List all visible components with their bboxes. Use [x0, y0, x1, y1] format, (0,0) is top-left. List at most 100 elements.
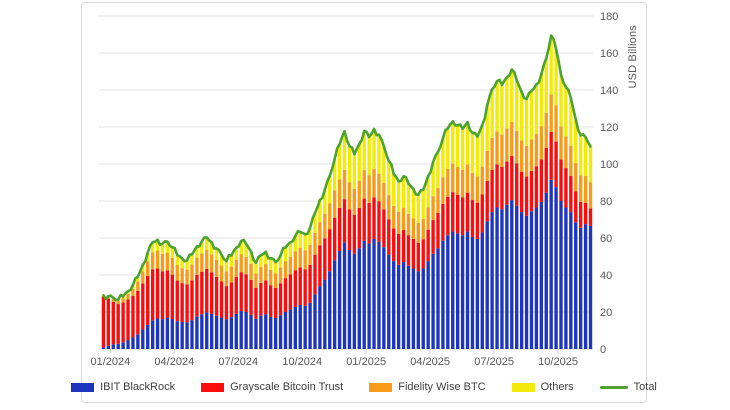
bar-segment — [441, 138, 445, 178]
bar-segment — [426, 261, 430, 350]
bar-segment — [283, 247, 288, 262]
bar-segment — [269, 285, 273, 317]
bar-segment — [352, 188, 357, 215]
bar-segment — [480, 124, 484, 167]
bar-segment — [126, 340, 130, 349]
bar-segment — [106, 345, 111, 349]
bar-segment — [574, 163, 578, 192]
bar-segment — [155, 318, 160, 349]
bar-segment — [392, 205, 396, 229]
bar-segment — [401, 207, 406, 231]
bar-segment — [436, 151, 440, 189]
bar-segment — [337, 144, 342, 180]
bar-segment — [269, 258, 273, 271]
x-tick-label: 07/2024 — [218, 356, 258, 368]
bar-segment — [121, 298, 125, 303]
bar-segment — [362, 198, 366, 241]
bar-segment — [150, 269, 155, 321]
bar-segment — [264, 280, 268, 315]
bar-segment — [259, 315, 263, 349]
bar-segment — [190, 254, 194, 265]
bar-segment — [588, 182, 593, 209]
bar-segment — [332, 190, 337, 218]
bar-segment — [392, 261, 396, 350]
bar-segment — [465, 164, 470, 193]
y-tick-label: 20 — [600, 307, 612, 319]
y-tick-label: 100 — [600, 159, 618, 171]
bar-segment — [195, 275, 199, 317]
legend-label-grayscale: Grayscale Bitcoin Trust — [230, 381, 344, 393]
bar-segment — [200, 241, 204, 254]
bar-segment — [165, 252, 170, 271]
bar-segment — [529, 139, 534, 171]
bar-segment — [155, 239, 160, 251]
bar-segment — [180, 258, 184, 269]
bar-segment — [121, 342, 125, 349]
bar-segment — [259, 267, 263, 283]
bar-segment — [559, 74, 563, 127]
bar-segment — [185, 322, 189, 349]
bar-segment — [209, 272, 214, 314]
bar-segment — [190, 320, 194, 349]
bar-segment — [588, 225, 593, 349]
bar-segment — [401, 262, 406, 349]
bar-segment — [303, 250, 307, 270]
bar-segment — [141, 329, 145, 349]
x-tick-label: 10/2024 — [282, 356, 322, 368]
bar-segment — [146, 261, 150, 276]
bar-segment — [160, 253, 165, 272]
bar-segment — [396, 264, 401, 349]
bar-segment — [544, 147, 548, 193]
bar-segment — [200, 314, 204, 349]
bar-segment — [411, 268, 416, 349]
bar-segment — [318, 286, 322, 349]
bar-segment — [264, 314, 268, 349]
y-tick-label: 60 — [600, 233, 612, 245]
bar-segment — [332, 158, 337, 191]
bar-segment — [209, 254, 214, 273]
bar-segment — [131, 295, 135, 338]
bar-segment — [347, 250, 352, 349]
bar-segment — [387, 195, 391, 220]
bar-segment — [431, 196, 435, 221]
bar-segment — [219, 281, 224, 318]
bar-segment — [160, 271, 165, 320]
bar-segment — [254, 318, 258, 349]
total-line-swatch-icon — [599, 385, 628, 389]
bar-segment — [175, 265, 179, 281]
bar-segment — [470, 237, 475, 349]
bar-segment — [224, 319, 229, 349]
bar-segment — [101, 296, 106, 348]
bar-segment — [239, 240, 243, 255]
bar-segment — [421, 189, 425, 219]
bar-segment — [559, 126, 563, 160]
bar-segment — [406, 265, 411, 349]
bar-segment — [116, 343, 120, 349]
bar-segment — [372, 168, 376, 198]
bar-segment — [583, 224, 588, 350]
y-tick-label: 140 — [600, 85, 618, 97]
bar-segment — [411, 238, 416, 269]
legend-label-ibit: IBIT BlackRock — [100, 381, 176, 393]
bar-segment — [283, 278, 288, 312]
bar-segment — [465, 122, 470, 165]
bar-segment — [510, 122, 514, 157]
bar-segment — [367, 243, 371, 349]
bar-segment — [209, 242, 214, 255]
bar-segment — [288, 309, 293, 349]
bar-segment — [195, 257, 199, 275]
bar-segment — [337, 179, 342, 208]
bar-segment — [342, 199, 347, 243]
bar-segment — [569, 98, 573, 146]
bar-segment — [367, 202, 371, 244]
bar-segment — [372, 238, 376, 349]
bar-segment — [475, 136, 480, 177]
bar-segment — [426, 207, 430, 230]
bar-segment — [470, 200, 475, 238]
bar-segment — [229, 317, 234, 349]
bar-segment — [170, 257, 174, 275]
bar-segment — [411, 218, 416, 239]
bar-segment — [121, 302, 125, 343]
bar-segment — [485, 105, 489, 151]
bar-segment — [308, 302, 312, 349]
